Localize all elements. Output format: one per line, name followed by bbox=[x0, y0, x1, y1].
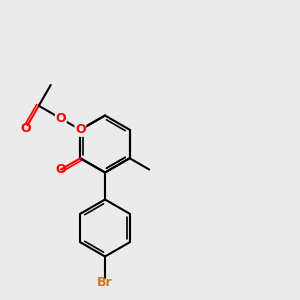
Text: O: O bbox=[20, 122, 31, 135]
Text: O: O bbox=[56, 112, 66, 125]
Text: O: O bbox=[75, 123, 86, 136]
Text: O: O bbox=[55, 163, 66, 176]
Text: Br: Br bbox=[97, 275, 113, 289]
